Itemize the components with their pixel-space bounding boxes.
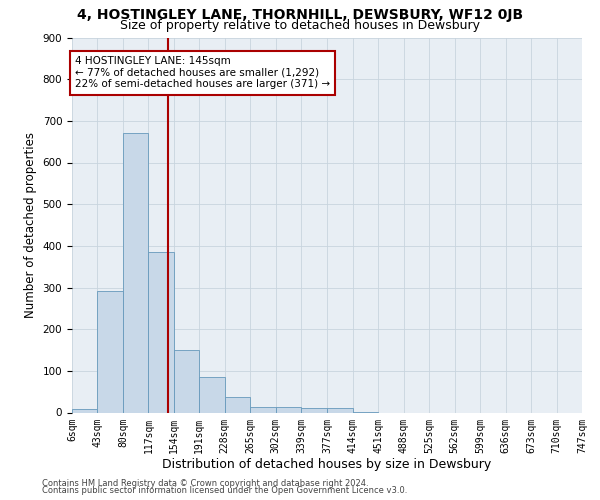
Text: Size of property relative to detached houses in Dewsbury: Size of property relative to detached ho…	[120, 18, 480, 32]
Bar	[199, 377, 225, 412]
Bar	[276, 407, 301, 412]
Bar	[72, 409, 97, 412]
X-axis label: Distribution of detached houses by size in Dewsbury: Distribution of detached houses by size …	[163, 458, 491, 471]
Bar	[250, 407, 276, 412]
Bar	[225, 397, 250, 412]
Text: 4, HOSTINGLEY LANE, THORNHILL, DEWSBURY, WF12 0JB: 4, HOSTINGLEY LANE, THORNHILL, DEWSBURY,…	[77, 8, 523, 22]
Bar	[174, 350, 199, 412]
Bar	[148, 252, 174, 412]
Text: Contains public sector information licensed under the Open Government Licence v3: Contains public sector information licen…	[42, 486, 407, 495]
Bar	[301, 408, 326, 412]
Text: Contains HM Land Registry data © Crown copyright and database right 2024.: Contains HM Land Registry data © Crown c…	[42, 478, 368, 488]
Y-axis label: Number of detached properties: Number of detached properties	[24, 132, 37, 318]
Text: 4 HOSTINGLEY LANE: 145sqm
← 77% of detached houses are smaller (1,292)
22% of se: 4 HOSTINGLEY LANE: 145sqm ← 77% of detac…	[75, 56, 330, 90]
Bar	[123, 132, 148, 412]
Bar	[97, 291, 123, 412]
Bar	[328, 408, 353, 412]
